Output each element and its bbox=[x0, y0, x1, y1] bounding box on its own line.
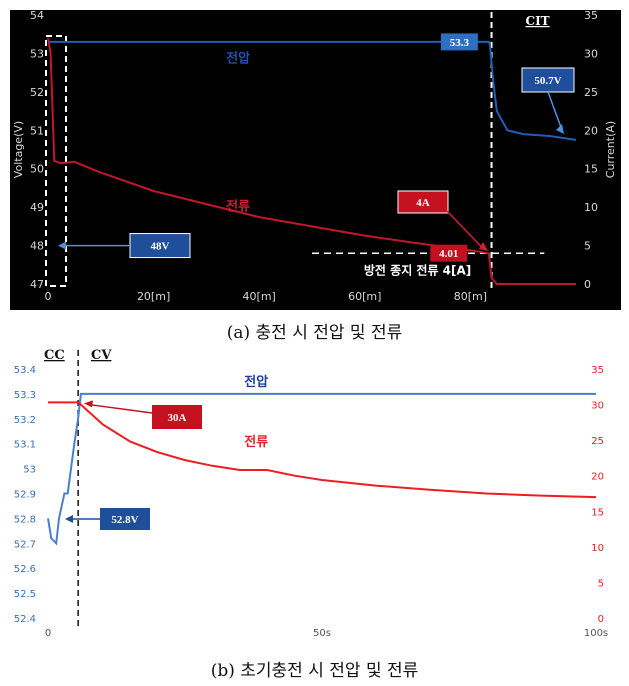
y2-tick-label: 35 bbox=[591, 365, 604, 376]
y2-tick-label: 10 bbox=[591, 543, 604, 554]
y2-tick-label: 30 bbox=[584, 47, 598, 60]
current-series-label: 전류 bbox=[244, 434, 268, 450]
y-tick-label: 53.1 bbox=[14, 440, 36, 451]
v-cit-arrowhead bbox=[556, 124, 564, 135]
stop-current-label: 방전 종지 전류 4[A] bbox=[364, 262, 471, 277]
y2-tick-label: 15 bbox=[591, 507, 604, 518]
current-value: 30A bbox=[168, 412, 187, 424]
y2-tick-label: 25 bbox=[591, 436, 604, 447]
y2-tick-label: 5 bbox=[584, 240, 591, 253]
voltage-value-box bbox=[100, 508, 150, 530]
series-line-voltage bbox=[48, 40, 577, 141]
y-tick-label: 52.5 bbox=[14, 589, 36, 600]
i-stop-arrowhead bbox=[479, 241, 488, 251]
y-axis-label: Voltage(V) bbox=[12, 121, 25, 178]
y2-tick-label: 0 bbox=[598, 614, 604, 625]
y-tick-label: 52.8 bbox=[14, 514, 36, 525]
y-tick-label: 53 bbox=[23, 465, 36, 476]
y2-tick-label: 35 bbox=[584, 9, 598, 22]
y2-tick-label: 10 bbox=[584, 201, 598, 214]
y-tick-label: 50 bbox=[30, 163, 44, 176]
current-stop-value: 4A bbox=[416, 197, 430, 209]
x-tick-label: 20[m] bbox=[137, 290, 170, 303]
y2-axis-label: Current(A) bbox=[604, 121, 617, 178]
y2-tick-label: 20 bbox=[584, 124, 598, 137]
cit-label: CIT bbox=[526, 14, 550, 28]
y2-tick-label: 5 bbox=[598, 578, 604, 589]
chart-a-background bbox=[10, 10, 621, 310]
chart-b: 52.452.552.652.752.852.95353.153.253.353… bbox=[14, 348, 608, 639]
cv-label: CV bbox=[91, 348, 112, 363]
y-tick-label: 49 bbox=[30, 201, 44, 214]
series-line-current bbox=[47, 37, 576, 285]
voltage-series-label: 전압 bbox=[226, 50, 250, 66]
current-series-label: 전류 bbox=[226, 199, 250, 215]
y-tick-label: 54 bbox=[30, 9, 44, 22]
v-min-arrowhead bbox=[58, 241, 66, 250]
current-arrowhead bbox=[84, 400, 93, 408]
y-tick-label: 52.7 bbox=[14, 539, 36, 550]
x-tick-label: 40[m] bbox=[243, 290, 276, 303]
x-tick-label: 100s bbox=[584, 628, 608, 639]
y-tick-label: 48 bbox=[30, 240, 44, 253]
current-end-value: 4.01 bbox=[439, 248, 458, 260]
y-tick-label: 52.4 bbox=[14, 614, 36, 625]
voltage-min-value-box bbox=[129, 233, 191, 259]
voltage-cit-value: 50.7V bbox=[534, 75, 561, 87]
y2-tick-label: 15 bbox=[584, 163, 598, 176]
voltage-end-value: 53.3 bbox=[450, 37, 470, 49]
y-tick-label: 47 bbox=[30, 278, 44, 291]
y2-tick-label: 25 bbox=[584, 86, 598, 99]
i-stop-arrow bbox=[445, 209, 485, 250]
x-tick-label: 0 bbox=[45, 628, 51, 639]
current-arrow bbox=[87, 403, 153, 414]
y-tick-label: 53.2 bbox=[14, 415, 36, 426]
chart-a: 47 48 49 50 51 52 53 54 0 5 10 15 20 25 30 35 0 20[m] 40[m… bbox=[10, 9, 621, 310]
v-cit-arrow bbox=[547, 91, 563, 131]
caption-b: (b) 초기충전 시 전압 및 전류 bbox=[210, 661, 419, 681]
y-tick-label: 53.4 bbox=[14, 365, 36, 376]
initial-highlight-box bbox=[45, 35, 67, 287]
y-tick-label: 53.3 bbox=[14, 390, 36, 401]
y-tick-label: 51 bbox=[30, 124, 44, 137]
y-tick-label: 52 bbox=[30, 86, 44, 99]
voltage-arrowhead bbox=[65, 515, 73, 523]
current-stop-value-box bbox=[397, 190, 449, 214]
y-tick-label: 52.9 bbox=[14, 490, 36, 501]
y-tick-label: 53 bbox=[30, 47, 44, 60]
voltage-value: 52.8V bbox=[111, 514, 138, 526]
x-tick-label: 80[m] bbox=[454, 290, 487, 303]
series-line-voltage bbox=[47, 392, 596, 546]
caption-a: (a) 충전 시 전압 및 전류 bbox=[226, 323, 403, 343]
current-end-value-box bbox=[430, 244, 468, 262]
y2-tick-label: 30 bbox=[591, 401, 604, 412]
y2-tick-label: 0 bbox=[584, 278, 591, 291]
x-tick-label: 60[m] bbox=[348, 290, 381, 303]
voltage-min-value: 48V bbox=[151, 241, 170, 253]
x-tick-label: 50s bbox=[313, 628, 331, 639]
voltage-end-value-box bbox=[440, 33, 478, 51]
voltage-series-label: 전압 bbox=[244, 374, 268, 390]
x-tick-label: 0 bbox=[45, 290, 52, 303]
cc-label: CC bbox=[44, 348, 65, 363]
y-tick-label: 52.6 bbox=[14, 564, 36, 575]
y2-tick-label: 20 bbox=[591, 472, 604, 483]
series-line-current bbox=[48, 401, 597, 499]
current-value-box bbox=[152, 405, 202, 429]
